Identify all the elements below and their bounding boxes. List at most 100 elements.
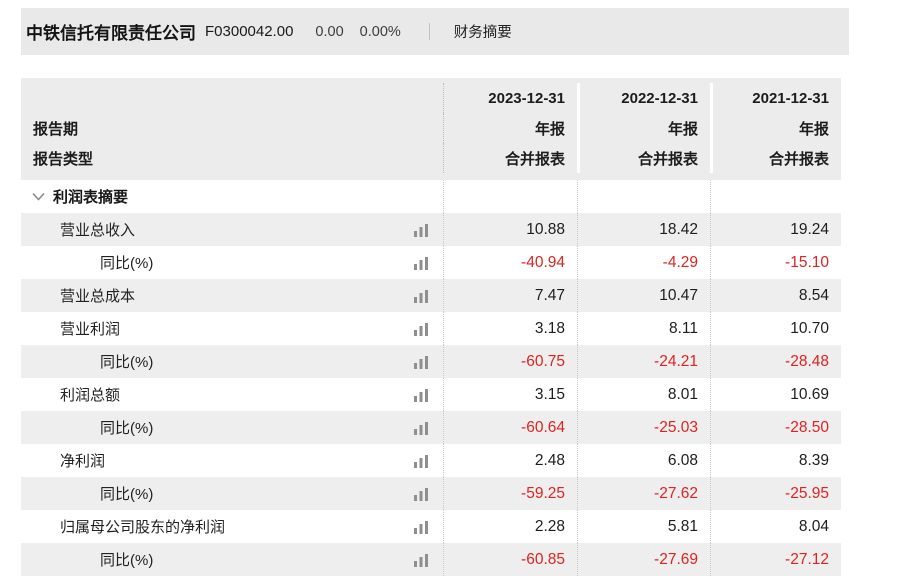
column-separator — [710, 180, 841, 213]
row-label-cell: 同比(%) — [21, 246, 443, 279]
table-row: 同比(%) -60.75 -24.21 -28.48 — [21, 345, 841, 378]
row-label: 同比(%) — [100, 255, 154, 272]
bar-chart-icon[interactable] — [413, 487, 430, 501]
value-cell: 3.15 — [443, 378, 577, 411]
value-cell: -27.12 — [710, 543, 841, 576]
section-toggle[interactable]: 利润表摘要 — [21, 180, 443, 213]
section-income-statement[interactable]: 利润表摘要 — [21, 180, 841, 213]
value-cell: -28.50 — [710, 411, 841, 444]
table-header: 2023-12-31 2022-12-31 2021-12-31 报告期 年报 … — [21, 78, 841, 180]
header-empty-cell — [21, 83, 443, 113]
table-row: 营业利润 3.18 8.11 10.70 — [21, 312, 841, 345]
value-cell: 8.01 — [577, 378, 710, 411]
bar-chart-icon[interactable] — [413, 289, 430, 303]
report-period-value: 年报 — [710, 113, 841, 143]
value-cell: 8.39 — [710, 444, 841, 477]
row-label: 营业总成本 — [60, 288, 136, 305]
bar-chart-icon[interactable] — [413, 454, 430, 468]
value-cell: 8.04 — [710, 510, 841, 543]
value-cell: -40.94 — [443, 246, 577, 279]
row-label-cell: 利润总额 — [21, 378, 443, 411]
table-body: 营业总收入 10.88 18.42 19.24 同比(%) — [21, 213, 841, 576]
bar-chart-icon[interactable] — [413, 256, 430, 270]
value-cell: 19.24 — [710, 213, 841, 246]
row-label-cell: 同比(%) — [21, 477, 443, 510]
header-dates-row: 2023-12-31 2022-12-31 2021-12-31 — [21, 83, 841, 113]
value-cell: 2.48 — [443, 444, 577, 477]
section-title: 利润表摘要 — [53, 189, 129, 206]
table-row: 利润总额 3.15 8.01 10.69 — [21, 378, 841, 411]
column-date-2022: 2022-12-31 — [577, 83, 710, 113]
value-cell: 10.70 — [710, 312, 841, 345]
value-cell: 10.47 — [577, 279, 710, 312]
table-row: 同比(%) -40.94 -4.29 -15.10 — [21, 246, 841, 279]
row-label-cell: 净利润 — [21, 444, 443, 477]
table-row: 净利润 2.48 6.08 8.39 — [21, 444, 841, 477]
value-cell: 6.08 — [577, 444, 710, 477]
bar-chart-icon[interactable] — [413, 355, 430, 369]
bar-chart-icon[interactable] — [413, 223, 430, 237]
nav-financial-summary[interactable]: 财务摘要 — [453, 25, 512, 41]
row-label: 利润总额 — [60, 387, 121, 404]
report-type-value: 合并报表 — [577, 143, 710, 173]
value-cell: 8.54 — [710, 279, 841, 312]
table-row: 营业总成本 7.47 10.47 8.54 — [21, 279, 841, 312]
bar-chart-icon[interactable] — [413, 322, 430, 336]
table-row: 营业总收入 10.88 18.42 19.24 — [21, 213, 841, 246]
value-cell: -60.64 — [443, 411, 577, 444]
value-cell: -15.10 — [710, 246, 841, 279]
row-label-cell: 营业利润 — [21, 312, 443, 345]
bar-chart-icon[interactable] — [413, 520, 430, 534]
table-row: 归属母公司股东的净利润 2.28 5.81 8.04 — [21, 510, 841, 543]
company-name: 中铁信托有限责任公司 — [26, 24, 196, 43]
value-cell: 18.42 — [577, 213, 710, 246]
chevron-down-icon[interactable] — [32, 192, 45, 201]
value-cell: 10.69 — [710, 378, 841, 411]
report-period-value: 年报 — [577, 113, 710, 143]
security-code: F0300042.00 — [205, 23, 294, 40]
value-cell: -27.69 — [577, 543, 710, 576]
value-cell: -27.62 — [577, 477, 710, 510]
divider — [428, 23, 430, 40]
column-separator — [577, 180, 710, 213]
row-label: 归属母公司股东的净利润 — [60, 519, 226, 536]
value-cell: -28.48 — [710, 345, 841, 378]
report-type-label: 报告类型 — [33, 150, 94, 168]
table-row: 同比(%) -60.64 -25.03 -28.50 — [21, 411, 841, 444]
bar-chart-icon[interactable] — [413, 388, 430, 402]
bar-chart-icon[interactable] — [413, 421, 430, 435]
report-period-label: 报告期 — [33, 120, 79, 138]
table-row: 同比(%) -60.85 -27.69 -27.12 — [21, 543, 841, 576]
row-label-cell: 营业总收入 — [21, 213, 443, 246]
financial-summary-table: 2023-12-31 2022-12-31 2021-12-31 报告期 年报 … — [21, 78, 841, 576]
row-label: 净利润 — [60, 453, 106, 470]
report-period-value: 年报 — [443, 113, 577, 143]
value-cell: 5.81 — [577, 510, 710, 543]
row-label: 同比(%) — [100, 420, 154, 437]
bar-chart-icon[interactable] — [413, 553, 430, 567]
row-label: 同比(%) — [100, 486, 154, 503]
row-label: 同比(%) — [100, 552, 154, 569]
header-report-type-row: 报告类型 合并报表 合并报表 合并报表 — [21, 143, 841, 173]
top-bar: 中铁信托有限责任公司 F0300042.00 0.00 0.00% 财务摘要 — [21, 8, 849, 55]
row-label: 同比(%) — [100, 354, 154, 371]
value-cell: -60.75 — [443, 345, 577, 378]
row-label: 营业总收入 — [60, 222, 136, 239]
row-label-cell: 同比(%) — [21, 543, 443, 576]
row-label: 营业利润 — [60, 321, 121, 338]
change-percent: 0.00% — [359, 23, 401, 40]
value-cell: 8.11 — [577, 312, 710, 345]
value-cell: 7.47 — [443, 279, 577, 312]
column-date-2021: 2021-12-31 — [710, 83, 841, 113]
value-cell: -59.25 — [443, 477, 577, 510]
last-price: 0.00 — [315, 23, 344, 40]
row-label-cell: 同比(%) — [21, 345, 443, 378]
report-type-value: 合并报表 — [443, 143, 577, 173]
row-label-cell: 归属母公司股东的净利润 — [21, 510, 443, 543]
value-cell: 10.88 — [443, 213, 577, 246]
row-label-cell: 同比(%) — [21, 411, 443, 444]
value-cell: -4.29 — [577, 246, 710, 279]
column-date-2023: 2023-12-31 — [443, 83, 577, 113]
header-report-period-row: 报告期 年报 年报 年报 — [21, 113, 841, 143]
value-cell: 3.18 — [443, 312, 577, 345]
